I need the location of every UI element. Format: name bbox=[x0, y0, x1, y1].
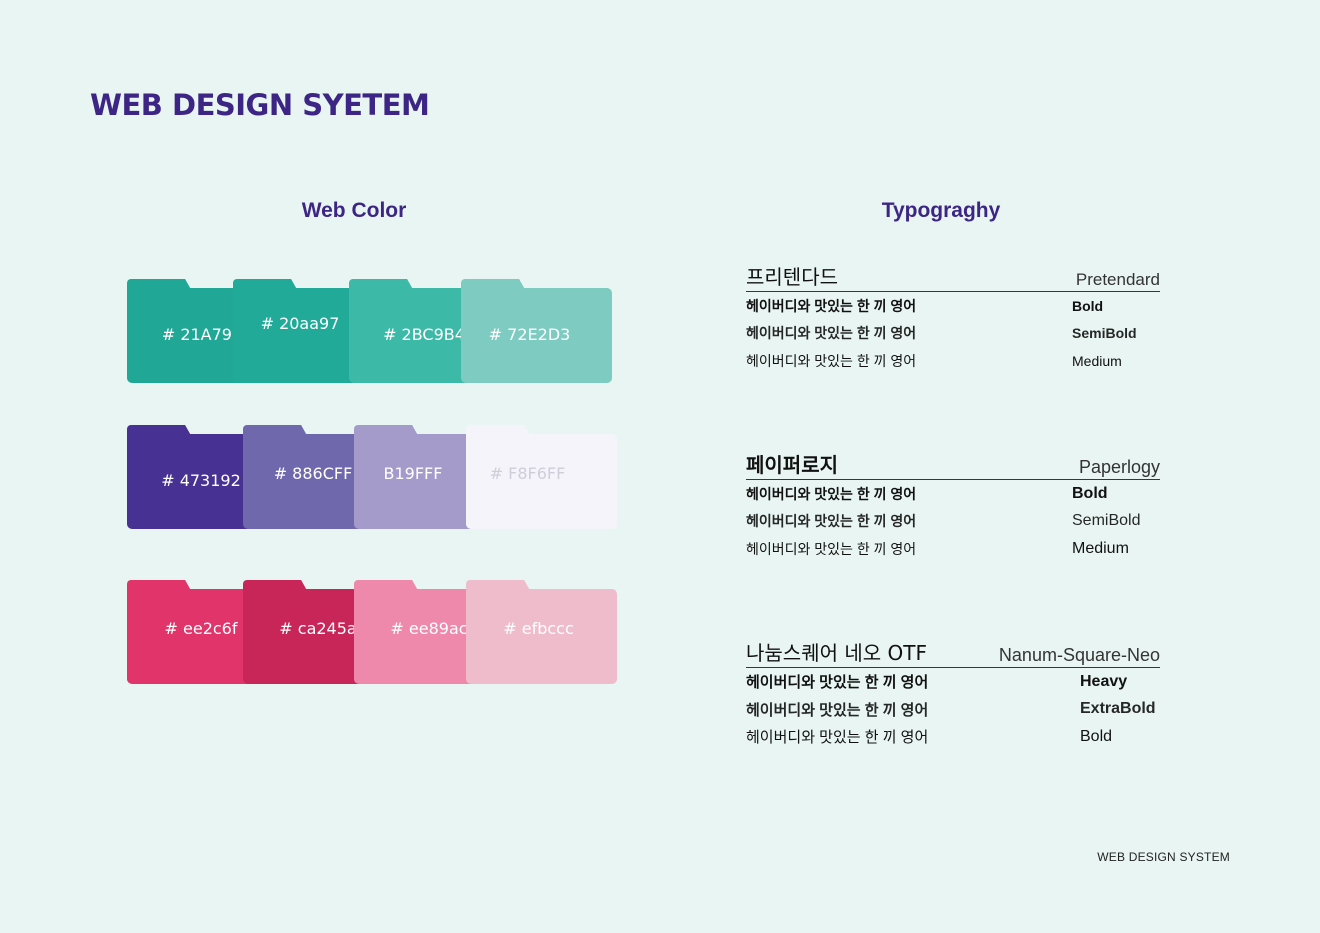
font-weight-label: Bold bbox=[1072, 297, 1104, 314]
font-sample-row: 헤이버디와 맛있는 한 끼 영어 SemiBold bbox=[746, 508, 1160, 536]
color-code-label: # ee89ac bbox=[390, 619, 468, 638]
color-code-label: # efbccc bbox=[503, 619, 574, 638]
font-sample-row: 헤이버디와 맛있는 한 끼 영어 ExtraBold bbox=[746, 696, 1160, 724]
font-sample-text: 헤이버디와 맛있는 한 끼 영어 bbox=[746, 674, 929, 692]
color-code-label: # 20aa97 bbox=[260, 314, 340, 333]
font-sample-row: 헤이버디와 맛있는 한 끼 영어 Medium bbox=[746, 535, 1160, 563]
typography-title: Typograghy bbox=[881, 199, 1001, 222]
color-code-label: # 72E2D3 bbox=[488, 325, 571, 344]
font-sample-text: 헤이버디와 맛있는 한 끼 영어 bbox=[746, 729, 929, 747]
font-sample-text: 헤이버디와 맛있는 한 끼 영어 bbox=[746, 352, 917, 369]
color-swatch: # F8F6FF bbox=[466, 425, 617, 529]
font-sample-row: 헤이버디와 맛있는 한 끼 영어 Bold bbox=[746, 480, 1160, 508]
font-block-pretendard: 프리텐다드 Pretendard 헤이버디와 맛있는 한 끼 영어 Bold 헤… bbox=[746, 261, 1160, 375]
font-block-nanum-square-neo: 나눔스퀘어 네오 OTF Nanum-Square-Neo 헤이버디와 맛있는 … bbox=[746, 637, 1160, 751]
color-code-label: # 886CFF bbox=[273, 464, 353, 483]
font-english-name: Pretendard bbox=[1075, 270, 1160, 289]
font-sample-text: 헤이버디와 맛있는 한 끼 영어 bbox=[746, 701, 929, 719]
color-code-label: B19FFF bbox=[383, 464, 443, 483]
font-sample-row: 헤이버디와 맛있는 한 끼 영어 SemiBold bbox=[746, 320, 1160, 348]
font-weight-label: Medium bbox=[1072, 352, 1122, 369]
font-block-paperlogy: 페이퍼로지 Paperlogy 헤이버디와 맛있는 한 끼 영어 Bold 헤이… bbox=[746, 449, 1160, 563]
color-swatch: # efbccc bbox=[466, 580, 617, 684]
font-english-name: Nanum-Square-Neo bbox=[998, 645, 1160, 665]
font-sample-text: 헤이버디와 맛있는 한 끼 영어 bbox=[746, 485, 917, 502]
font-weight-label: Bold bbox=[1072, 484, 1108, 502]
font-sample-text: 헤이버디와 맛있는 한 끼 영어 bbox=[746, 325, 917, 342]
font-korean-name: 나눔스퀘어 네오 OTF bbox=[746, 641, 927, 665]
font-sample-row: 헤이버디와 맛있는 한 끼 영어 Bold bbox=[746, 723, 1160, 751]
color-code-label: # ee2c6f bbox=[164, 619, 238, 638]
color-code-label: # F8F6FF bbox=[489, 464, 566, 483]
font-korean-name: 프리텐다드 bbox=[746, 265, 838, 289]
color-code-label: # 2BC9B4 bbox=[383, 325, 465, 344]
font-sample-text: 헤이버디와 맛있는 한 끼 영어 bbox=[746, 540, 917, 557]
font-weight-label: Heavy bbox=[1080, 672, 1128, 690]
font-header: 나눔스퀘어 네오 OTF Nanum-Square-Neo bbox=[746, 637, 1160, 668]
page-title: WEB DESIGN SYETEM bbox=[90, 88, 430, 122]
font-weight-label: SemiBold bbox=[1072, 325, 1137, 342]
font-weight-label: Medium bbox=[1072, 539, 1129, 557]
footer-label: WEB DESIGN SYSTEM bbox=[1097, 850, 1230, 864]
font-english-name: Paperlogy bbox=[1078, 457, 1160, 477]
font-korean-name: 페이퍼로지 bbox=[746, 453, 838, 477]
color-code-label: # ca245a bbox=[279, 619, 357, 638]
font-header: 프리텐다드 Pretendard bbox=[746, 261, 1160, 292]
font-sample-row: 헤이버디와 맛있는 한 끼 영어 Heavy bbox=[746, 668, 1160, 696]
font-sample-text: 헤이버디와 맛있는 한 끼 영어 bbox=[746, 297, 917, 314]
font-sample-text: 헤이버디와 맛있는 한 끼 영어 bbox=[746, 513, 917, 530]
font-weight-label: Bold bbox=[1080, 727, 1113, 745]
color-swatch: # 72E2D3 bbox=[461, 279, 612, 383]
font-weight-label: SemiBold bbox=[1072, 512, 1141, 530]
font-header: 페이퍼로지 Paperlogy bbox=[746, 449, 1160, 480]
font-weight-label: ExtraBold bbox=[1080, 700, 1156, 718]
font-sample-row: 헤이버디와 맛있는 한 끼 영어 Medium bbox=[746, 347, 1160, 375]
font-sample-row: 헤이버디와 맛있는 한 끼 영어 Bold bbox=[746, 292, 1160, 320]
web-color-title: Web Color bbox=[301, 199, 407, 222]
color-code-label: # 473192 bbox=[161, 471, 241, 490]
color-code-label: # 21A795 bbox=[161, 325, 243, 344]
